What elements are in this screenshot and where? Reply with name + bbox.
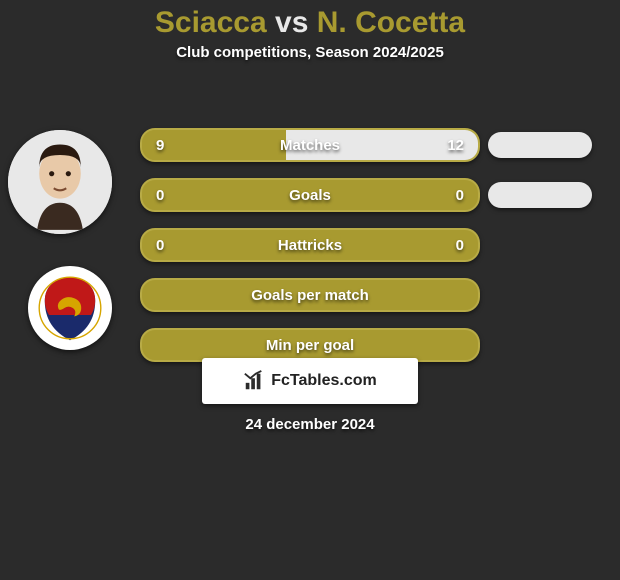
stat-value-left: 9 [156,130,164,160]
stat-row: Matches9 12 [140,128,480,162]
stat-label: Goals per match [142,280,478,310]
infographic-root: Sciacca vs N. Cocetta Club competitions,… [0,6,620,580]
stat-row: Min per goal [140,328,480,362]
fctables-label: FcTables.com [271,372,377,390]
stat-value-left: 0 [156,180,164,210]
stat-value-right: 0 [456,180,464,210]
date-line: 24 december 2024 [0,416,620,433]
player-right-club-badge [28,266,112,350]
stat-label: Matches [142,130,478,160]
player-left-avatar [8,130,112,234]
stat-row: Hattricks0 0 [140,228,480,262]
subtitle: Club competitions, Season 2024/2025 [0,44,620,61]
title-left: Sciacca [155,6,267,39]
stats-rows: Matches912Goals00Hattricks00Goals per ma… [140,128,480,378]
title-mid: vs [267,6,317,39]
stat-value-right: 12 [447,130,464,160]
stat-row: Goals per match [140,278,480,312]
stat-row: Goals0 0 [140,178,480,212]
stat-label: Min per goal [142,330,478,360]
side-pill-goals [488,182,592,208]
title-right: N. Cocetta [317,6,465,39]
bar-chart-icon [243,370,265,392]
page-title: Sciacca vs N. Cocetta [0,6,620,40]
stat-label: Goals [142,180,478,210]
stat-value-right: 0 [456,230,464,260]
stat-value-left: 0 [156,230,164,260]
side-pill-matches [488,132,592,158]
stat-label: Hattricks [142,230,478,260]
fctables-badge[interactable]: FcTables.com [202,358,418,404]
